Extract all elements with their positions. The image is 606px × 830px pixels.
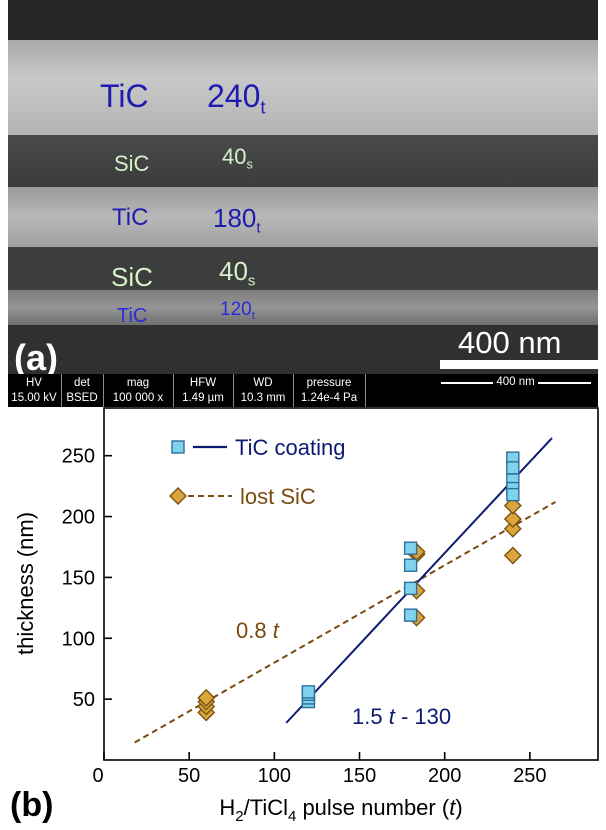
info-separator bbox=[61, 374, 62, 407]
lost-sic-point bbox=[197, 688, 216, 707]
info-hfw: HFW 1.49 µm bbox=[182, 377, 224, 404]
sem-top-background bbox=[8, 0, 598, 40]
y-tick-label: 100 bbox=[62, 628, 95, 650]
info-separator bbox=[365, 374, 366, 407]
tic-point bbox=[403, 581, 418, 596]
panel-b-label: (b) bbox=[10, 786, 53, 824]
lost-sic-point bbox=[503, 519, 522, 538]
tic-point bbox=[301, 685, 316, 699]
chart-axes: 50 100 150 200 250 0 50 100 150 200 250 bbox=[62, 407, 599, 787]
x-tick-label: 200 bbox=[428, 765, 461, 787]
x-axis-title: H2/TiCl4 pulse number (t) bbox=[219, 795, 462, 825]
info-separator bbox=[293, 374, 294, 407]
lost-sic-point bbox=[503, 546, 522, 565]
x-tick-label: 250 bbox=[513, 765, 546, 787]
sem-layer-sic-top bbox=[8, 135, 598, 187]
info-separator bbox=[233, 374, 234, 407]
lost-sic-fit-annotation: 0.8 t bbox=[236, 618, 280, 643]
sem-layer-tic-120 bbox=[8, 290, 598, 325]
info-scale-label: 400 nm bbox=[493, 376, 538, 388]
layer-2-pulses: 40s bbox=[222, 144, 253, 172]
tic-point bbox=[403, 558, 418, 572]
info-det: det BSED bbox=[66, 377, 98, 404]
legend-tic-label: TiC coating bbox=[235, 435, 345, 460]
info-hv: HV 15.00 kV bbox=[11, 377, 57, 404]
sem-micrograph: TiC 240t SiC 40s TiC 180t SiC 40s TiC 12… bbox=[8, 0, 598, 407]
thickness-chart: 50 100 150 200 250 0 50 100 150 200 250 thickness … bbox=[10, 407, 599, 825]
layer-4-material: SiC bbox=[111, 262, 153, 292]
scale-bar bbox=[440, 360, 598, 369]
layer-3-pulses: 180t bbox=[213, 203, 261, 237]
sem-layer-tic-240 bbox=[8, 40, 598, 135]
y-tick-label: 250 bbox=[62, 446, 95, 468]
tic-point bbox=[403, 541, 418, 555]
chart-labels: thickness (nm) H2/TiCl4 pulse number (t) (… bbox=[10, 435, 463, 825]
panel-a-label: (a) bbox=[14, 337, 58, 378]
info-separator bbox=[103, 374, 104, 407]
x-tick-label: 150 bbox=[343, 765, 376, 787]
scale-bar-label: 400 nm bbox=[458, 325, 562, 360]
info-pressure: pressure 1.24e-4 Pa bbox=[300, 377, 358, 404]
info-wd: WD 10.3 mm bbox=[240, 377, 286, 404]
tic-point bbox=[506, 461, 520, 475]
legend-tic-marker bbox=[171, 440, 185, 454]
info-scale: 400 nm bbox=[433, 374, 598, 407]
layer-4-pulses: 40s bbox=[219, 256, 256, 290]
layer-5-material: TiC bbox=[117, 305, 148, 327]
fit-lines bbox=[134, 437, 556, 744]
y-tick-label: 50 bbox=[73, 689, 95, 711]
info-mag: mag 100 000 x bbox=[112, 377, 164, 404]
x-tick-label: 100 bbox=[258, 765, 291, 787]
sem-info-bar: HV 15.00 kV det BSED mag 100 000 x HFW 1.49 … bbox=[8, 374, 598, 407]
x-tick-label: 0 bbox=[92, 765, 103, 787]
tic-fit-annotation: 1.5 t - 130 bbox=[352, 704, 451, 729]
x-tick-label: 50 bbox=[178, 765, 200, 787]
y-tick-label: 200 bbox=[62, 507, 95, 529]
layer-2-material: SiC bbox=[114, 151, 150, 176]
layer-1-material: TiC bbox=[100, 78, 149, 114]
y-axis-title: thickness (nm) bbox=[13, 512, 38, 655]
lost-sic-point bbox=[503, 496, 522, 515]
sem-layer-sic-bottom bbox=[8, 247, 598, 290]
data-points bbox=[169, 440, 522, 722]
layer-3-material: TiC bbox=[112, 204, 149, 231]
tic-point bbox=[403, 608, 418, 622]
layer-5-pulses: 120t bbox=[220, 299, 255, 322]
lost-sic-point bbox=[503, 509, 522, 528]
legend-sic-label: lost SiC bbox=[240, 484, 316, 509]
y-tick-label: 150 bbox=[62, 567, 95, 589]
info-separator bbox=[173, 374, 174, 407]
plot-frame bbox=[103, 407, 599, 761]
legend-sic-marker bbox=[169, 487, 187, 505]
sem-layer-tic-180 bbox=[8, 187, 598, 247]
layer-1-pulses: 240t bbox=[207, 78, 266, 118]
tic-point bbox=[506, 487, 520, 502]
